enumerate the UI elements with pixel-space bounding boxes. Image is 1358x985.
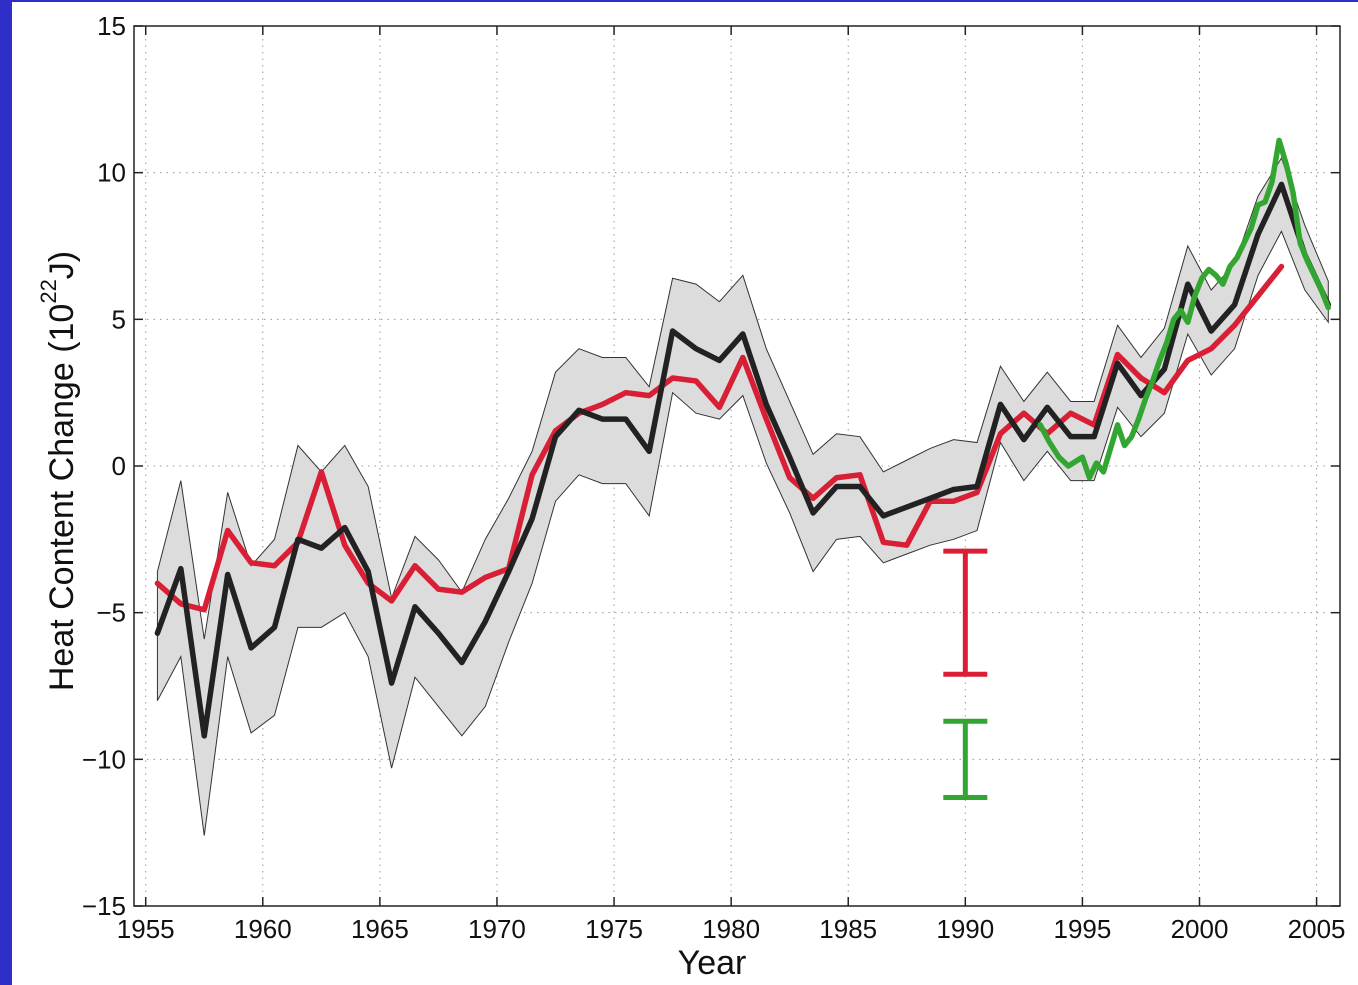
x-tick-label: 1970: [468, 914, 526, 944]
y-axis-label-main: Heat Content Change (10: [43, 304, 81, 691]
error-bars: [943, 548, 988, 800]
y-tick-labels: −15 −10 −5 0 5 10 15: [82, 11, 126, 921]
y-tick-label: −10: [82, 744, 126, 774]
x-tick-label: 1995: [1053, 914, 1111, 944]
y-tick-label: −5: [96, 598, 126, 628]
x-tick-label: 1985: [819, 914, 877, 944]
series-line: [1037, 137, 1332, 481]
x-tick-label: 1960: [234, 914, 292, 944]
series-line: [154, 263, 1285, 613]
uncertainty-band: [156, 156, 1329, 836]
series-lines: [154, 137, 1332, 739]
chart-panel: 1955 1960 1965 1970 1975 1980 1985 1990 1995 2000…: [12, 2, 1358, 985]
y-tick-label: 5: [112, 304, 126, 334]
y-axis-label-unit: J): [43, 251, 81, 279]
heat-content-chart: 1955 1960 1965 1970 1975 1980 1985 1990 1995 2000…: [36, 11, 1346, 982]
x-tick-label: 1955: [117, 914, 175, 944]
x-tick-label: 1990: [936, 914, 994, 944]
y-tick-label: 10: [97, 158, 126, 188]
series-line: [154, 181, 1332, 739]
ticks: [134, 25, 1340, 907]
uncertainty-band-area: [156, 156, 1329, 836]
x-tick-label: 2005: [1288, 914, 1346, 944]
y-tick-label: 0: [112, 451, 126, 481]
x-tick-labels: 1955 1960 1965 1970 1975 1980 1985 1990 1995 2000…: [117, 914, 1346, 944]
y-tick-label: 15: [97, 11, 126, 41]
x-tick-label: 1975: [585, 914, 643, 944]
x-axis-label: Year: [678, 944, 747, 982]
x-tick-label: 1980: [702, 914, 760, 944]
x-tick-label: 1965: [351, 914, 409, 944]
y-axis-label-exponent: 22: [36, 279, 61, 303]
x-tick-label: 2000: [1171, 914, 1229, 944]
y-tick-label: −15: [82, 891, 126, 921]
y-axis-label: Heat Content Change (1022J): [36, 251, 81, 691]
